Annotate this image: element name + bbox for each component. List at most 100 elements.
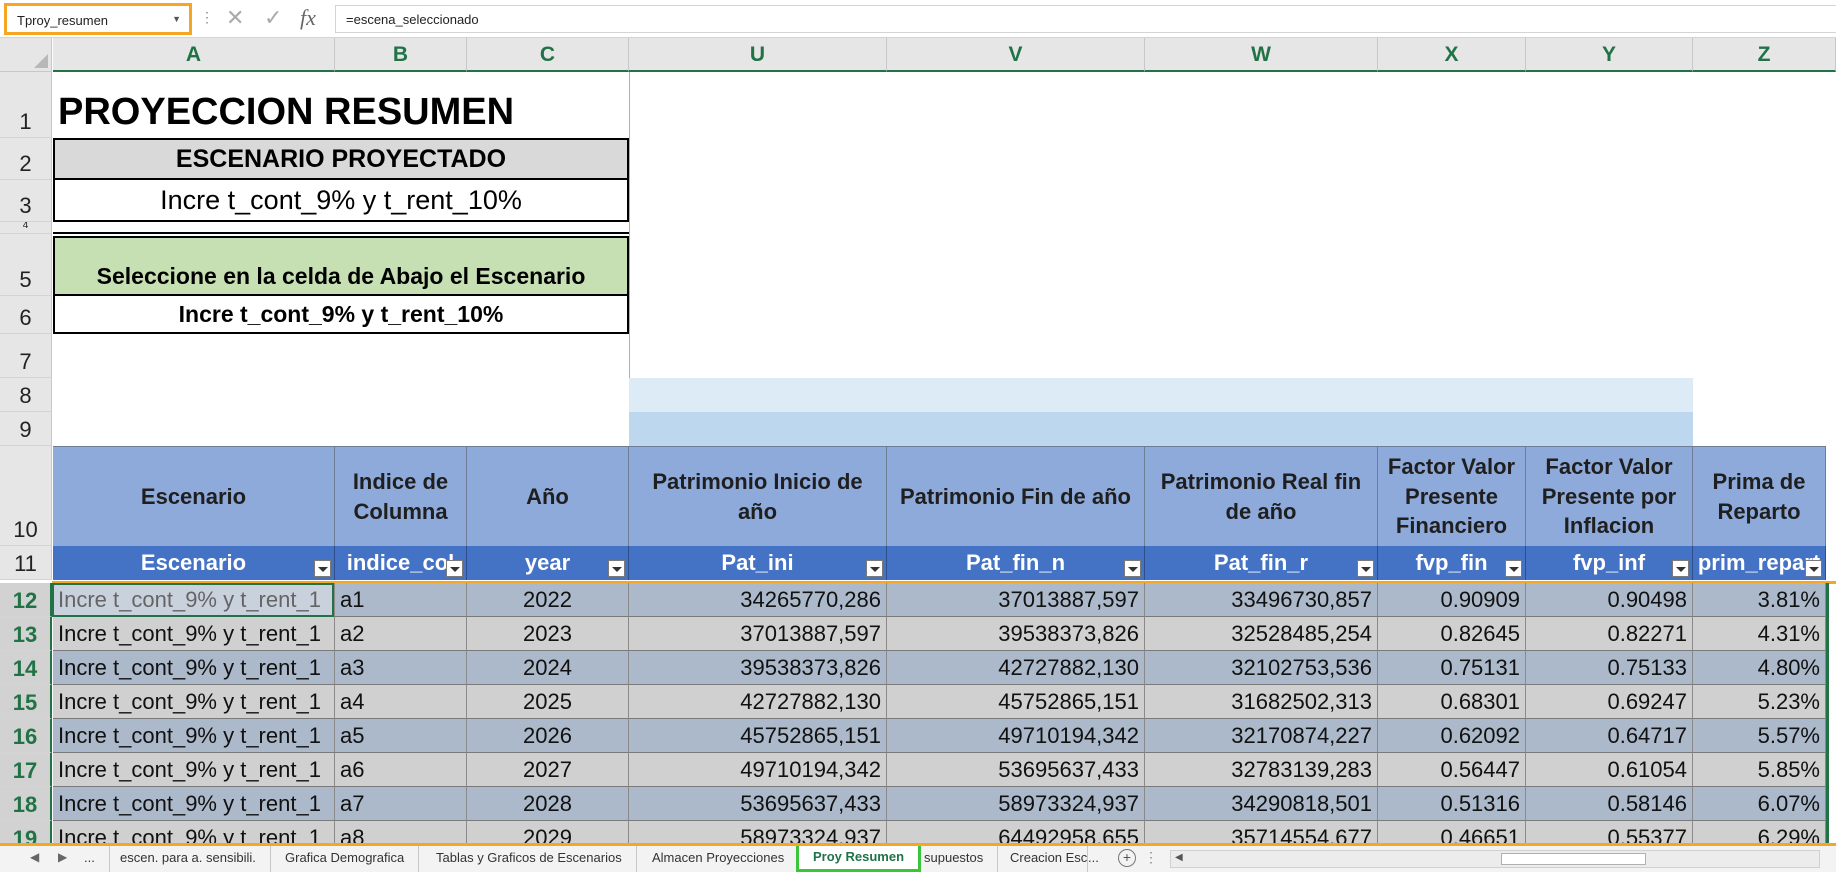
table-cell[interactable]: 49710194,342 [887,719,1145,753]
table-cell[interactable]: 2025 [467,685,629,719]
table-cell[interactable]: 0.46651 [1378,821,1526,843]
table-cell[interactable]: 42727882,130 [887,651,1145,685]
table-cell[interactable]: 0.75131 [1378,651,1526,685]
filter-dropdown-icon[interactable] [866,560,883,577]
table-cell[interactable]: Incre t_cont_9% y t_rent_1 [53,719,335,753]
table-cell[interactable]: 45752865,151 [629,719,887,753]
filter-dropdown-icon[interactable] [1357,560,1374,577]
sheet-tab-tablas-graficos[interactable]: Tablas y Graficos de Escenarios [422,846,637,872]
check-icon[interactable]: ✓ [264,5,283,30]
row-header-7[interactable]: 7 [0,334,52,378]
row-header-16[interactable]: 16 [0,719,52,753]
table-cell[interactable]: 3.81% [1693,583,1826,617]
table-cell[interactable]: 5.23% [1693,685,1826,719]
table-header-indice-col[interactable]: indice_col [335,546,467,580]
table-cell[interactable]: 64492958,655 [887,821,1145,843]
table-cell[interactable]: 2022 [467,583,629,617]
table-header-pat-fin-r[interactable]: Pat_fin_r [1145,546,1378,580]
table-cell[interactable]: 2028 [467,787,629,821]
table-cell[interactable]: 53695637,433 [629,787,887,821]
column-header-z[interactable]: Z [1693,38,1836,72]
table-cell[interactable]: Incre t_cont_9% y t_rent_1 [53,583,335,617]
sheet-tab-grafica-demografica[interactable]: Grafica Demografica [271,846,420,872]
table-cell[interactable]: 0.61054 [1526,753,1693,787]
scroll-right-icon[interactable]: ▶ [58,850,68,864]
table-cell[interactable]: 34265770,286 [629,583,887,617]
column-header-v[interactable]: V [887,38,1145,72]
cancel-icon[interactable]: ✕ [226,5,245,30]
table-cell[interactable]: 32102753,536 [1145,651,1378,685]
table-cell[interactable]: 37013887,597 [629,617,887,651]
table-cell[interactable]: 42727882,130 [629,685,887,719]
filter-dropdown-icon[interactable] [446,560,463,577]
scrollbar-thumb[interactable] [1501,853,1646,865]
table-cell[interactable]: 2026 [467,719,629,753]
row-header-6[interactable]: 6 [0,296,52,334]
row-header-8[interactable]: 8 [0,378,52,412]
filter-dropdown-icon[interactable] [1672,560,1689,577]
table-cell[interactable]: a4 [335,685,467,719]
filter-dropdown-icon[interactable] [1505,560,1522,577]
table-cell[interactable]: a2 [335,617,467,651]
table-cell[interactable]: a8 [335,821,467,843]
table-cell[interactable]: 33496730,857 [1145,583,1378,617]
table-header-escenario[interactable]: Escenario [53,546,335,580]
table-cell[interactable]: 49710194,342 [629,753,887,787]
table-cell[interactable]: 0.90909 [1378,583,1526,617]
table-cell[interactable]: 58973324,937 [887,787,1145,821]
column-header-c[interactable]: C [467,38,629,72]
table-cell[interactable]: 31682502,313 [1145,685,1378,719]
scroll-left-icon[interactable]: ◀ [30,850,40,864]
row-header-12[interactable]: 12 [0,583,52,617]
row-header-5[interactable]: 5 [0,234,52,296]
escenario-proyectado-label[interactable]: ESCENARIO PROYECTADO [53,138,629,180]
table-cell[interactable]: 0.82645 [1378,617,1526,651]
table-cell[interactable]: 32783139,283 [1145,753,1378,787]
table-header-fvp-fin[interactable]: fvp_fin [1378,546,1526,580]
table-cell[interactable]: 0.69247 [1526,685,1693,719]
table-cell[interactable]: 0.58146 [1526,787,1693,821]
header-escenario[interactable]: Escenario [53,446,335,546]
table-cell[interactable]: 6.07% [1693,787,1826,821]
scenario-select-cell[interactable]: Incre t_cont_9% y t_rent_10% [53,296,629,334]
filter-dropdown-icon[interactable] [314,560,331,577]
table-cell[interactable]: a6 [335,753,467,787]
row-header-18[interactable]: 18 [0,787,52,821]
row-header-4[interactable]: 4 [0,222,52,234]
table-cell[interactable]: 5.85% [1693,753,1826,787]
row-header-15[interactable]: 15 [0,685,52,719]
table-cell[interactable]: 35714554,677 [1145,821,1378,843]
row-header-9[interactable]: 9 [0,412,52,446]
column-header-a[interactable]: A [53,38,335,72]
filter-dropdown-icon[interactable] [608,560,625,577]
table-header-pat-ini[interactable]: Pat_ini [629,546,887,580]
header-patrimonio-inicio[interactable]: Patrimonio Inicio de año [629,446,887,546]
header-prima-reparto[interactable]: Prima de Reparto [1693,446,1826,546]
header-indice-columna[interactable]: Indice de Columna [335,446,467,546]
header-fvp-financiero[interactable]: Factor Valor Presente Financiero [1378,446,1526,546]
name-box[interactable]: Tproy_resumen ▼ [4,3,192,35]
table-cell[interactable]: 0.75133 [1526,651,1693,685]
table-cell[interactable]: 0.82271 [1526,617,1693,651]
table-cell[interactable]: a5 [335,719,467,753]
column-header-b[interactable]: B [335,38,467,72]
add-sheet-icon[interactable]: + [1118,849,1136,867]
table-cell[interactable]: a3 [335,651,467,685]
sheet-tab-proy-resumen[interactable]: Proy Resumen [796,846,922,872]
table-cell[interactable]: 0.64717 [1526,719,1693,753]
spreadsheet-grid[interactable]: A B C U V W X Y Z 1 2 3 4 5 6 7 8 9 10 1… [0,38,1836,843]
row-header-17[interactable]: 17 [0,753,52,787]
column-header-u[interactable]: U [629,38,887,72]
sheet-tab-escen-sensibili[interactable]: escen. para a. sensibili. [106,846,271,872]
row-header-11[interactable]: 11 [0,546,52,580]
table-cell[interactable]: Incre t_cont_9% y t_rent_1 [53,787,335,821]
table-cell[interactable]: 39538373,826 [629,651,887,685]
column-header-w[interactable]: W [1145,38,1378,72]
table-cell[interactable]: Incre t_cont_9% y t_rent_1 [53,753,335,787]
table-cell[interactable]: 34290818,501 [1145,787,1378,821]
insert-function-icon[interactable]: fx [300,5,316,30]
column-header-y[interactable]: Y [1526,38,1693,72]
table-cell[interactable]: 6.29% [1693,821,1826,843]
column-header-x[interactable]: X [1378,38,1526,72]
row-header-2[interactable]: 2 [0,138,52,180]
